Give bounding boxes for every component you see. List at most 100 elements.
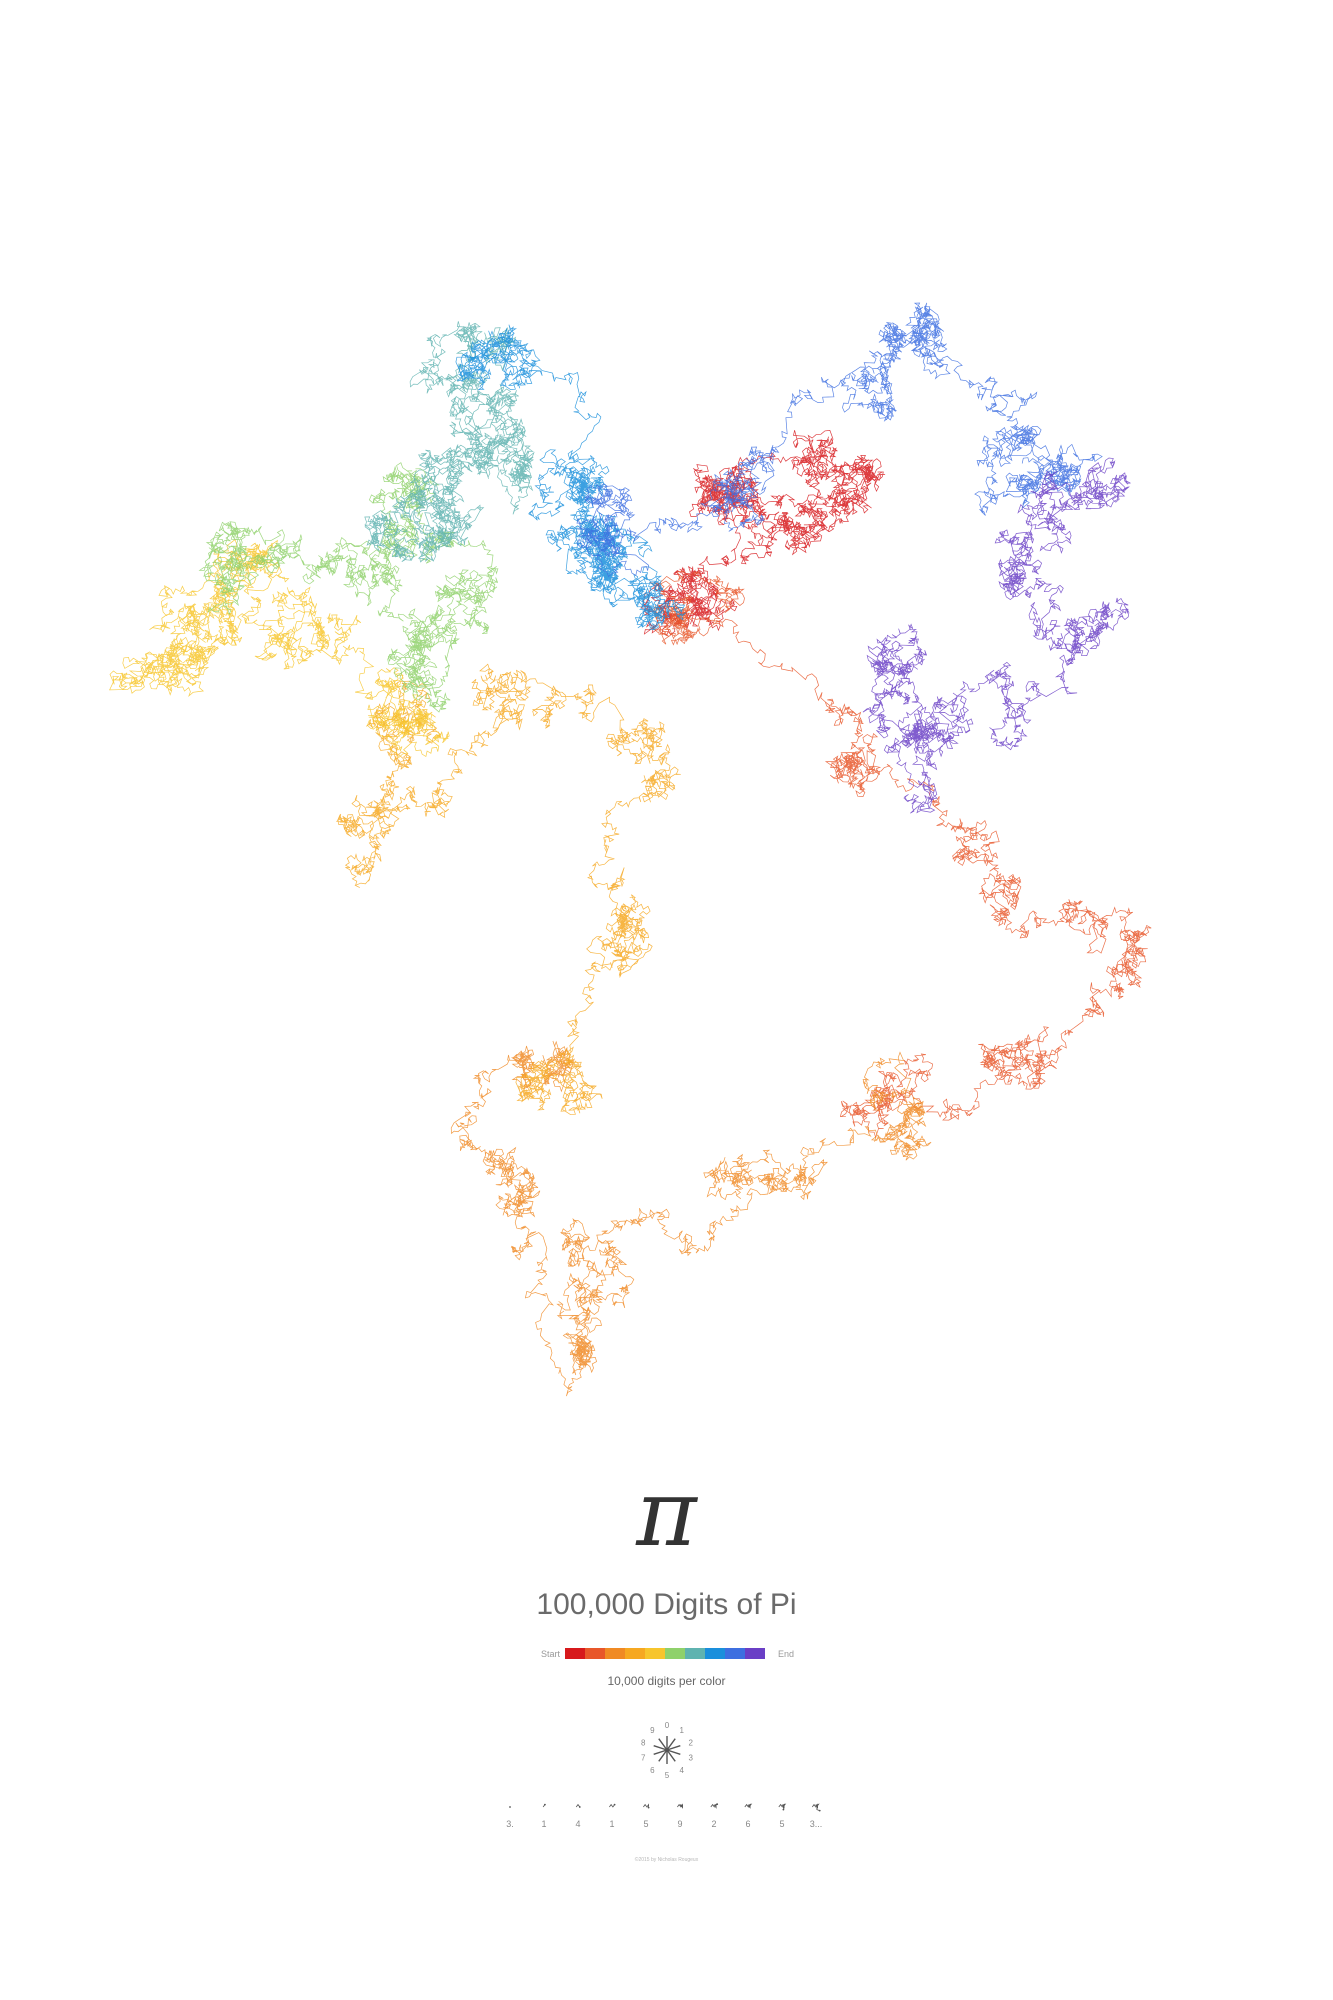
compass-spoke-6 (658, 1749, 668, 1762)
digit-step-label: 6 (745, 1819, 751, 1829)
digit-step-path (575, 1803, 581, 1808)
digit-step-endpoint (647, 1806, 650, 1809)
digit-step-walk (643, 1803, 650, 1808)
legend-swatch-3 (605, 1648, 625, 1659)
walk-segment-10 (862, 457, 1131, 814)
digit-step-1: 3. (495, 1795, 525, 1835)
legend-swatch-7 (685, 1648, 705, 1659)
digit-step-endpoint (748, 1805, 751, 1808)
digit-step-path (744, 1803, 753, 1809)
walk-path (862, 457, 1131, 814)
compass-digit-4: 4 (679, 1766, 684, 1775)
compass-digit-2: 2 (689, 1738, 694, 1747)
compass-digit-0: 0 (665, 1721, 670, 1730)
legend-swatches (565, 1648, 765, 1659)
walk-segment-7 (363, 321, 535, 563)
pi-random-walk (109, 302, 1152, 1397)
walk-path (363, 321, 535, 563)
legend-caption: 10,000 digits per color (607, 1674, 726, 1688)
pi-symbol: π (636, 1460, 697, 1567)
legend-swatch-10 (745, 1648, 765, 1659)
compass-digit-7: 7 (641, 1754, 646, 1763)
digit-step-path (609, 1803, 616, 1808)
legend-swatch-1 (565, 1648, 585, 1659)
walk-segment-5 (109, 539, 450, 759)
walk-path (198, 462, 499, 713)
compass-digit-1: 1 (679, 1726, 684, 1735)
color-legend: Start End (0, 1648, 1333, 1664)
digit-step-10: 3... (801, 1795, 831, 1835)
digit-step-walk (811, 1803, 820, 1811)
compass-spoke-3 (666, 1749, 681, 1755)
compass-digit-3: 3 (689, 1754, 694, 1763)
digit-step-walk (744, 1803, 753, 1809)
digit-step-9: 5 (767, 1795, 797, 1835)
digit-step-7: 2 (699, 1795, 729, 1835)
walk-path (648, 570, 1152, 1139)
digit-step-label: 3... (809, 1819, 823, 1829)
compass-digit-9: 9 (650, 1726, 655, 1735)
digit-step-endpoint (818, 1809, 821, 1812)
compass-digit-6: 6 (650, 1766, 655, 1775)
walk-segment-2 (648, 570, 1152, 1139)
poster-title: 100,000 Digits of Pi (536, 1588, 797, 1621)
digit-step-3: 4 (563, 1795, 593, 1835)
walk-path (450, 1040, 932, 1397)
walk-segment-8 (455, 324, 687, 630)
digit-step-walk (575, 1803, 581, 1808)
direction-compass: 012 345 67 89 (641, 1721, 694, 1780)
digit-step-path (509, 1806, 511, 1808)
digit-step-path (778, 1803, 787, 1811)
walk-segment-3 (450, 1040, 932, 1397)
walk-path (576, 302, 1103, 578)
digit-step-path (710, 1803, 719, 1809)
compass-spoke-2 (666, 1745, 681, 1751)
walk-path (109, 539, 450, 759)
compass-spoke-8 (653, 1745, 668, 1751)
digit-step-path (811, 1803, 821, 1812)
legend-end-label: End (778, 1649, 795, 1659)
walk-path (455, 324, 687, 630)
digit-step-walk (677, 1803, 684, 1809)
legend-start-label: Start (540, 1649, 560, 1659)
digit-step-label: 5 (779, 1819, 785, 1829)
digit-step-label: 5 (643, 1819, 649, 1829)
digit-step-endpoint (716, 1803, 719, 1806)
digit-step-endpoint (613, 1803, 616, 1806)
credit-text: ©2015 by Nicholas Rougeux (634, 1857, 699, 1863)
legend-swatch-9 (725, 1648, 745, 1659)
digit-step-label: 4 (575, 1819, 581, 1829)
digit-step-label: 9 (677, 1819, 683, 1829)
compass-digit-8: 8 (641, 1738, 646, 1747)
digit-step-label: 3. (506, 1819, 514, 1829)
walk-segment-9 (576, 302, 1103, 578)
legend-swatch-6 (665, 1648, 685, 1659)
legend-swatch-4 (625, 1648, 645, 1659)
digit-step-endpoint (680, 1804, 682, 1806)
legend-swatch-2 (585, 1648, 605, 1659)
digit-step-label: 1 (541, 1819, 547, 1829)
digit-step-walk (609, 1803, 615, 1808)
legend-swatch-8 (705, 1648, 725, 1659)
digit-step-label: 1 (609, 1819, 615, 1829)
walk-segment-6 (198, 462, 499, 713)
digit-step-path (542, 1803, 546, 1808)
digit-step-walk (710, 1803, 718, 1809)
digit-step-6: 9 (665, 1795, 695, 1835)
digit-step-endpoint (782, 1808, 785, 1811)
compass-digit-5: 5 (665, 1771, 670, 1780)
compass-spoke-1 (666, 1738, 676, 1751)
compass-spoke-9 (658, 1738, 668, 1751)
digit-step-5: 5 (631, 1795, 661, 1835)
compass-spoke-7 (653, 1749, 668, 1755)
digit-step-endpoint (578, 1806, 581, 1808)
digit-sequence-guide: 3. 1 4 1 5 9 2 6 5 3... (495, 1795, 835, 1835)
digit-step-endpoint (509, 1806, 511, 1808)
digit-step-4: 1 (597, 1795, 627, 1835)
legend-swatch-5 (645, 1648, 665, 1659)
digit-step-path (643, 1803, 650, 1809)
digit-step-path (677, 1803, 684, 1809)
digit-step-walk (778, 1803, 787, 1810)
digit-step-8: 6 (733, 1795, 763, 1835)
walk-path (335, 663, 681, 1116)
